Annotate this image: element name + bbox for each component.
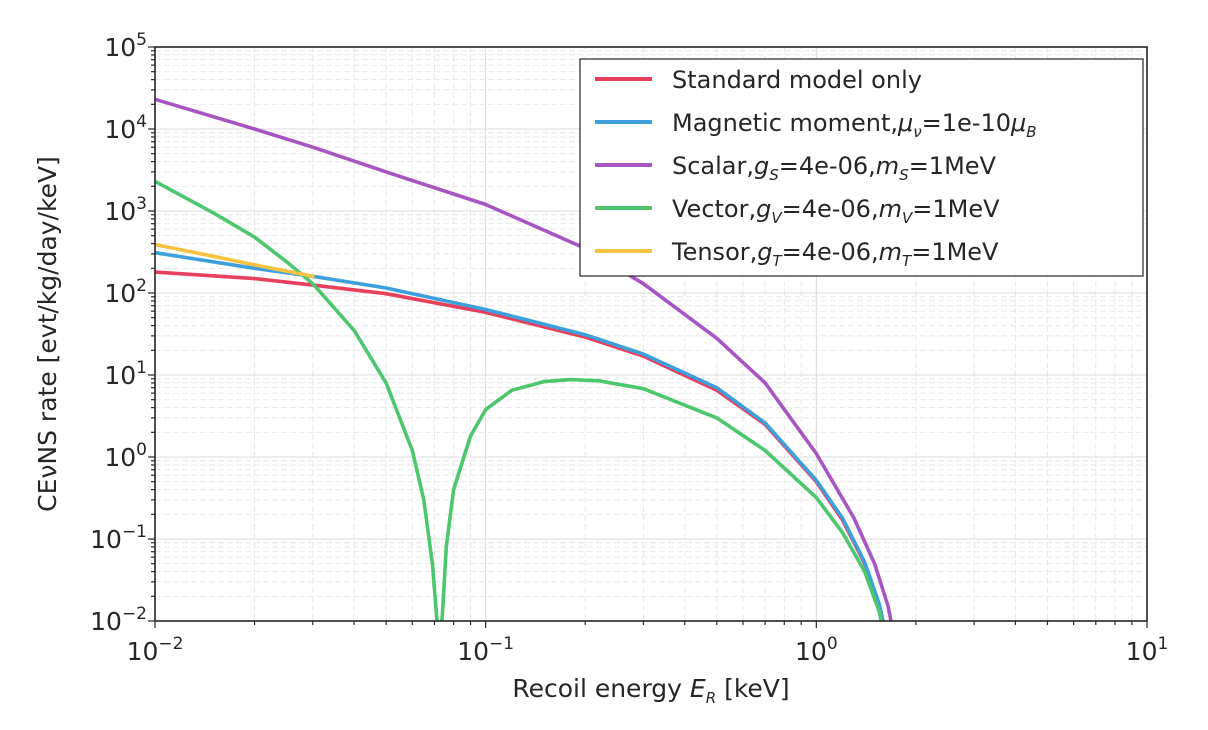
legend-entry: Standard model only [595,66,922,94]
legend-label: Standard model only [672,66,922,94]
series-line-tensor [155,242,315,279]
y-tick-exponent: −1 [122,522,147,542]
legend-label-part: Tensor, [671,238,757,266]
series-line-vector [155,179,884,621]
legend-label-part: =4e-06, [779,152,876,180]
y-tick-base: 10 [90,607,122,636]
y-tick-label: 104 [104,112,147,144]
legend-label: Tensor,gT=4e-06,mT=1MeV [671,238,999,270]
grid [154,47,1147,622]
x-tick-labels: 10−2 10−1 100 101 [127,634,1169,666]
y-tick-label: 105 [104,30,147,62]
legend-label: Magnetic moment,μν=1e-10μB [672,109,1037,141]
legend-label-part: μ [1010,109,1026,137]
y-tick-label: 103 [104,194,147,226]
y-tick-base: 10 [104,33,136,62]
y-tick-label: 101 [104,358,147,390]
x-tick-label: 10−1 [457,634,514,666]
legend-label-part: S [769,166,779,184]
legend-label-part: g [756,195,771,223]
legend-label: Vector,gV=4e-06,mV=1MeV [672,195,1000,227]
y-tick-label: 10−2 [90,604,147,636]
y-tick-base: 10 [104,115,136,144]
legend-label-part: B [1026,123,1036,141]
x-axis-label: Recoil energy ER [keV] [512,674,789,707]
legend-label-part: =1MeV [912,195,1000,223]
y-tick-label: 10−1 [90,522,147,554]
legend-label-part: g [757,238,772,266]
legend-label-part: Magnetic moment, [672,109,898,137]
legend-label-part: V [771,209,783,227]
x-axis-label-sub: R [706,689,716,707]
x-axis-label-var: E [690,674,706,703]
legend-label-part: T [772,252,783,270]
legend-label-part: ν [913,123,921,141]
legend-label-part: =4e-06, [782,238,879,266]
y-tick-base: 10 [104,279,136,308]
y-axis-label: CEνNS rate [evt/kg/day/keV] [33,156,62,512]
y-tick-exponent: 2 [136,276,147,296]
y-tick-exponent: 3 [136,194,147,214]
y-tick-label: 102 [104,276,147,308]
axis-ticks [148,46,1148,628]
x-tick-exponent: 1 [1157,634,1168,654]
plot-frame [154,46,1148,622]
y-tick-exponent: 1 [136,358,147,378]
y-tick-base: 10 [104,361,136,390]
x-tick-base: 10 [127,637,159,666]
x-axis-label-text: Recoil energy [512,674,690,703]
legend-entry: Scalar,gS=4e-06,mS=1MeV [595,152,997,184]
legend-entry: Tensor,gT=4e-06,mT=1MeV [595,238,999,270]
legend-label-part: Scalar, [672,152,754,180]
legend-label-part: m [879,195,902,223]
legend-label: Scalar,gS=4e-06,mS=1MeV [672,152,997,184]
series-layer [155,97,893,621]
x-tick-label: 100 [795,634,838,666]
legend-label-part: Vector, [672,195,756,223]
legend-entry: Vector,gV=4e-06,mV=1MeV [595,195,1000,227]
y-tick-base: 10 [104,197,136,226]
y-tick-exponent: 0 [136,440,147,460]
y-tick-exponent: 4 [136,112,147,132]
legend-label-part: =4e-06, [782,195,879,223]
legend-label-part: =1MeV [911,238,999,266]
x-axis-label-unit: [keV] [716,674,790,703]
series-line-scalar [155,97,893,621]
legend-label-part: V [902,209,914,227]
legend-label-part: T [902,252,913,270]
legend-label-part: μ [897,109,913,137]
legend-label-part: S [899,166,909,184]
x-tick-base: 10 [457,637,489,666]
x-tick-exponent: 0 [827,634,838,654]
x-tick-exponent: −1 [489,634,514,654]
legend-label-part: =1MeV [909,152,997,180]
y-tick-label: 100 [104,440,147,472]
y-tick-exponent: 5 [136,30,147,50]
y-tick-exponent: −2 [122,604,147,624]
legend-label-part: m [879,238,902,266]
x-tick-label: 10−2 [127,634,184,666]
x-tick-label: 101 [1126,634,1169,666]
x-tick-base: 10 [1126,637,1158,666]
y-tick-base: 10 [104,443,136,472]
legend-label-part: =1e-10 [922,109,1011,137]
legend-label-part: m [876,152,899,180]
legend-label-part: Standard model only [672,66,922,94]
x-tick-base: 10 [795,637,827,666]
legend-entry: Magnetic moment,μν=1e-10μB [595,109,1037,141]
series-line-magnetic [155,250,885,621]
y-tick-base: 10 [90,525,122,554]
x-tick-exponent: −2 [158,634,183,654]
legend-box [579,58,1144,277]
legend-label-part: g [754,152,769,180]
